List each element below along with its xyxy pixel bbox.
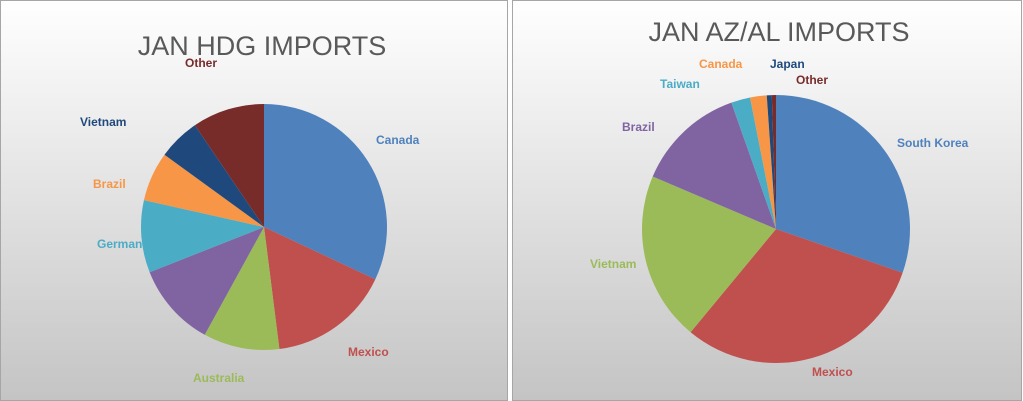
slice-label: Other bbox=[796, 73, 828, 87]
slice-label: Australia bbox=[193, 371, 245, 385]
pie-slice bbox=[776, 95, 910, 273]
slice-label: Brazil bbox=[93, 177, 126, 191]
slice-label: Canada bbox=[376, 133, 420, 147]
slice-label: Vietnam bbox=[590, 257, 636, 271]
slice-label: South Korea bbox=[897, 136, 969, 150]
pie-slice bbox=[771, 95, 776, 229]
chart-title: JAN AZ/AL IMPORTS bbox=[648, 17, 909, 47]
pie-slice bbox=[641, 176, 776, 333]
pie-slice bbox=[731, 97, 776, 229]
pie-slice bbox=[264, 227, 376, 350]
slice-label: Taiwan bbox=[660, 77, 700, 91]
pie-slice bbox=[750, 95, 776, 230]
pie-slice bbox=[766, 95, 776, 229]
pie-slice bbox=[652, 102, 776, 229]
pie-slice bbox=[264, 104, 387, 280]
slice-label: Mexico bbox=[348, 345, 389, 359]
pie-slice bbox=[164, 125, 264, 227]
pie-slice bbox=[204, 227, 280, 350]
slice-label: Vietnam bbox=[80, 115, 126, 129]
pie-slice bbox=[143, 154, 264, 227]
slice-label: Other bbox=[185, 56, 217, 70]
pie-slice bbox=[149, 227, 264, 335]
slice-label: Japan bbox=[770, 57, 805, 71]
chart-title: JAN HDG IMPORTS bbox=[138, 31, 387, 61]
slice-label: Mexico bbox=[812, 365, 853, 379]
slice-label: Brazil bbox=[622, 120, 655, 134]
slice-label: Canada bbox=[699, 57, 743, 71]
pie-slice bbox=[690, 229, 903, 363]
pie-slice bbox=[141, 200, 264, 273]
pie-slice bbox=[194, 104, 264, 227]
slice-label: German bbox=[97, 237, 142, 251]
